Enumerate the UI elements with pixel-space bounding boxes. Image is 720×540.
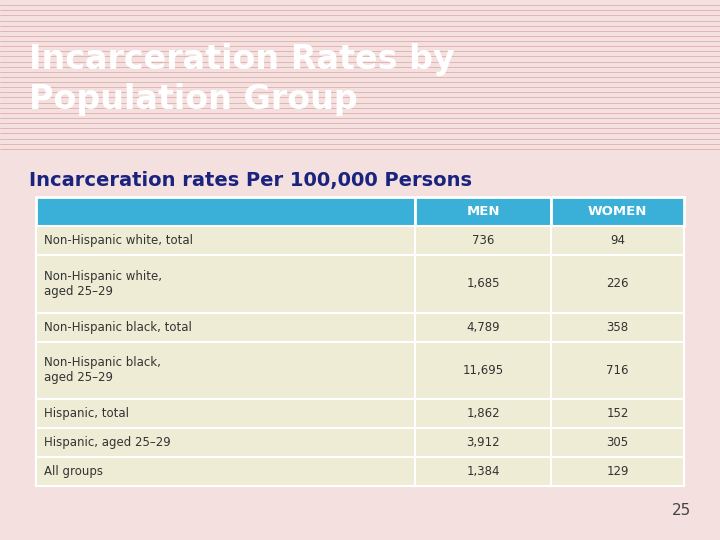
Text: 4,789: 4,789 xyxy=(467,321,500,334)
Text: 1,862: 1,862 xyxy=(467,407,500,420)
Bar xyxy=(552,428,684,457)
Text: 716: 716 xyxy=(606,364,629,377)
Text: Non-Hispanic white,
aged 25–29: Non-Hispanic white, aged 25–29 xyxy=(45,270,163,298)
Text: MEN: MEN xyxy=(467,205,500,218)
Text: Non-Hispanic white, total: Non-Hispanic white, total xyxy=(45,234,194,247)
Bar xyxy=(36,399,415,428)
Text: Hispanic, aged 25–29: Hispanic, aged 25–29 xyxy=(45,436,171,449)
Bar xyxy=(552,399,684,428)
Text: Incarceration Rates by
Population Group: Incarceration Rates by Population Group xyxy=(29,43,454,116)
Bar xyxy=(552,313,684,341)
Bar xyxy=(415,399,552,428)
Text: WOMEN: WOMEN xyxy=(588,205,647,218)
Text: 129: 129 xyxy=(606,465,629,478)
Text: Non-Hispanic black, total: Non-Hispanic black, total xyxy=(45,321,192,334)
Bar xyxy=(415,197,552,226)
Text: Incarceration rates Per 100,000 Persons: Incarceration rates Per 100,000 Persons xyxy=(29,171,472,191)
Text: 11,695: 11,695 xyxy=(462,364,504,377)
Bar xyxy=(36,226,415,255)
Text: All groups: All groups xyxy=(45,465,104,478)
Bar xyxy=(415,341,552,399)
Bar xyxy=(552,226,684,255)
Bar xyxy=(36,197,415,226)
Bar xyxy=(552,197,684,226)
Bar xyxy=(36,457,415,486)
Bar xyxy=(36,255,415,313)
Text: 305: 305 xyxy=(606,436,629,449)
Bar xyxy=(415,255,552,313)
Bar xyxy=(415,428,552,457)
Text: 152: 152 xyxy=(606,407,629,420)
Text: Non-Hispanic black,
aged 25–29: Non-Hispanic black, aged 25–29 xyxy=(45,356,161,384)
Text: 3,912: 3,912 xyxy=(467,436,500,449)
Text: 25: 25 xyxy=(672,503,691,518)
Bar xyxy=(36,313,415,341)
Text: 736: 736 xyxy=(472,234,495,247)
Text: 1,384: 1,384 xyxy=(467,465,500,478)
Text: 358: 358 xyxy=(606,321,629,334)
Bar xyxy=(552,341,684,399)
Bar xyxy=(552,457,684,486)
Bar xyxy=(552,255,684,313)
Text: 94: 94 xyxy=(610,234,625,247)
Bar xyxy=(36,428,415,457)
Text: 226: 226 xyxy=(606,277,629,291)
Text: Hispanic, total: Hispanic, total xyxy=(45,407,130,420)
Text: 1,685: 1,685 xyxy=(467,277,500,291)
Bar xyxy=(36,341,415,399)
Bar xyxy=(415,226,552,255)
Bar xyxy=(415,313,552,341)
Bar xyxy=(415,457,552,486)
